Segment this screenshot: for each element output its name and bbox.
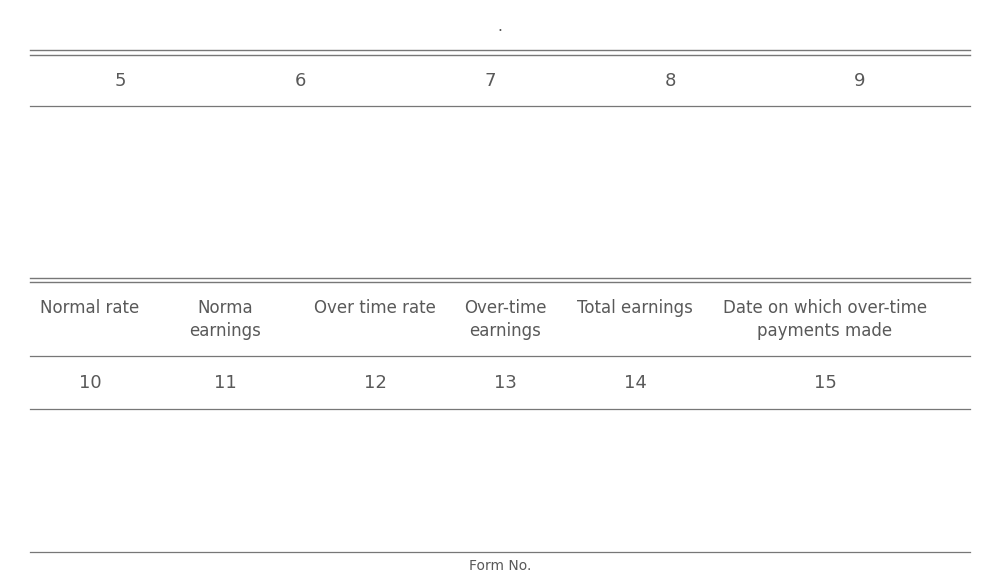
- Text: Date on which over-time: Date on which over-time: [723, 299, 927, 316]
- Text: Norma: Norma: [197, 299, 253, 316]
- Text: 11: 11: [214, 375, 236, 392]
- Text: Form No.: Form No.: [469, 559, 531, 573]
- Text: Over-time: Over-time: [464, 299, 546, 316]
- Text: Total earnings: Total earnings: [577, 299, 693, 316]
- Text: earnings: earnings: [469, 322, 541, 340]
- Text: payments made: payments made: [757, 322, 893, 340]
- Text: 7: 7: [484, 72, 496, 90]
- Text: 10: 10: [79, 375, 101, 392]
- Text: 15: 15: [814, 375, 836, 392]
- Text: 13: 13: [494, 375, 516, 392]
- Text: Over time rate: Over time rate: [314, 299, 436, 316]
- Text: 14: 14: [624, 375, 646, 392]
- Text: 6: 6: [294, 72, 306, 90]
- Text: Normal rate: Normal rate: [40, 299, 140, 316]
- Text: 9: 9: [854, 72, 866, 90]
- Text: .: .: [498, 19, 502, 34]
- Text: 5: 5: [114, 72, 126, 90]
- Text: earnings: earnings: [189, 322, 261, 340]
- Text: 8: 8: [664, 72, 676, 90]
- Text: 12: 12: [364, 375, 386, 392]
